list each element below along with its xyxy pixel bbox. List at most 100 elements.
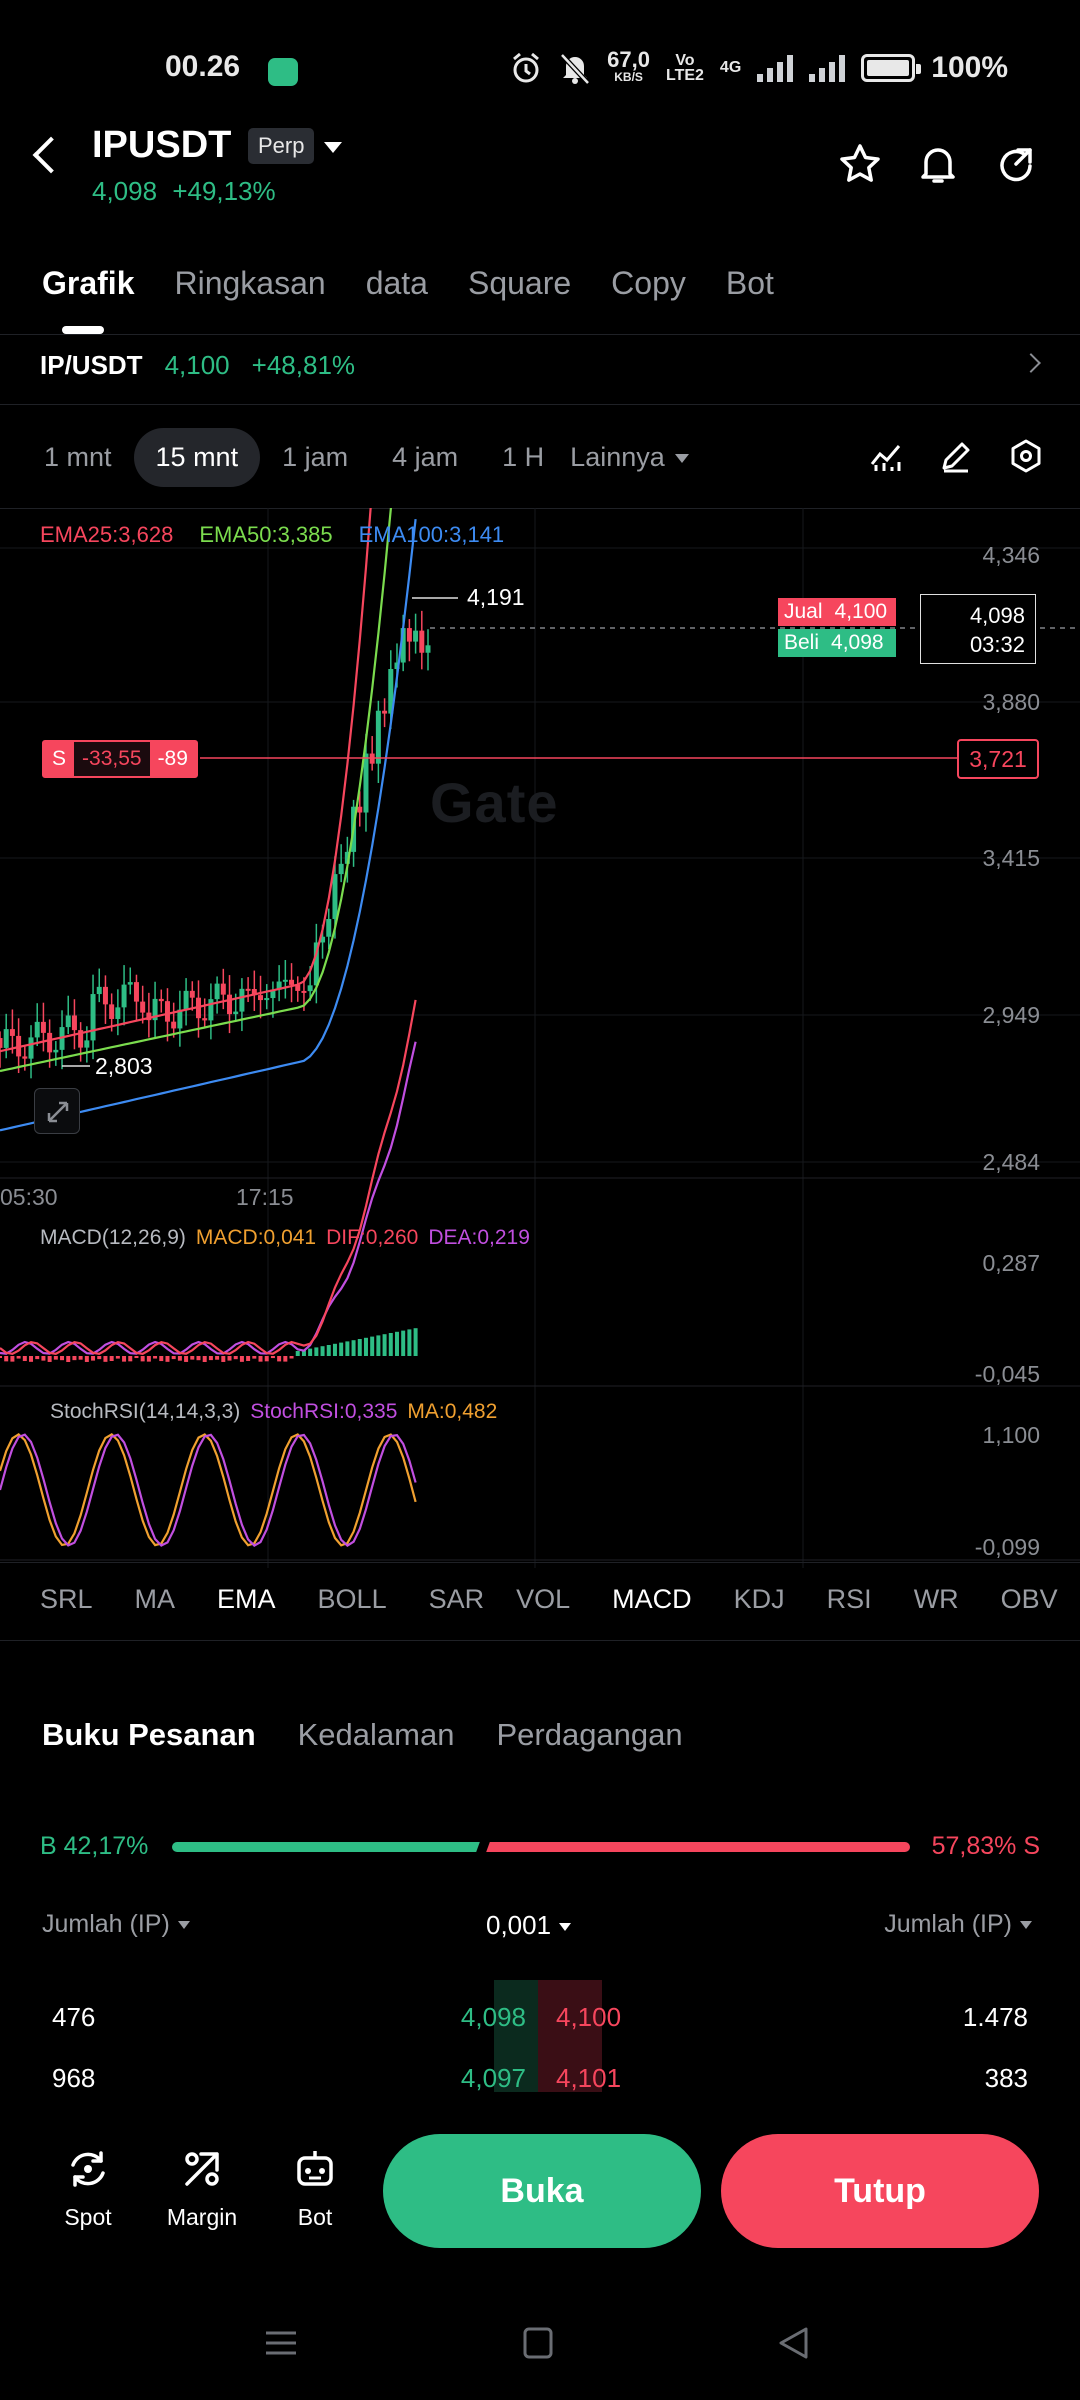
indicator-boll[interactable]: BOLL [317, 1584, 387, 1614]
network-type: 4G [719, 59, 742, 76]
active-tab-indicator [62, 326, 104, 334]
buy-price-tag: Beli 4,098 [778, 629, 896, 657]
stochrsi-legend: StochRSI(14,14,3,3) StochRSI:0,335 MA:0,… [50, 1400, 497, 1424]
candle-body [202, 1018, 208, 1021]
interval-selector: 1 mnt 15 mnt 1 jam 4 jam 1 H Lainnya [40, 428, 711, 487]
macd-histogram-bar [277, 1356, 282, 1362]
interval-4h[interactable]: 4 jam [392, 442, 459, 472]
candle-body [357, 806, 363, 813]
tab-copy[interactable]: Copy [611, 265, 686, 301]
indicator-ema[interactable]: EMA [217, 1584, 276, 1614]
candle-body [239, 988, 245, 1012]
position-tag[interactable]: S -33,55 -89 [42, 740, 198, 778]
macd-histogram-bar [22, 1356, 27, 1362]
price-alert-bell-icon[interactable] [914, 140, 962, 188]
indicator-vol[interactable]: VOL [516, 1584, 571, 1614]
ema50-legend: EMA50:3,385 [199, 522, 333, 547]
home-nav-icon[interactable] [522, 2325, 554, 2366]
symbol-dropdown-icon[interactable] [324, 142, 342, 153]
chart-tools [868, 438, 1044, 474]
candle-body [375, 710, 381, 764]
close-position-button[interactable]: Tutup [721, 2134, 1039, 2248]
macd-histogram-bar [153, 1356, 158, 1359]
indicator-sar[interactable]: SAR [428, 1584, 485, 1614]
tab-bot[interactable]: Bot [725, 265, 774, 301]
candle-body [177, 1009, 183, 1029]
orderbook-row[interactable]: 476 4,098 4,100 1.478 [0, 1988, 1080, 2048]
y-tick: 3,880 [982, 689, 1040, 715]
stochrsi-line [0, 1433, 417, 1547]
settings-hexagon-icon[interactable] [1008, 438, 1044, 474]
precision-selector[interactable]: 0,001 [486, 1910, 572, 1941]
margin-icon [179, 2146, 225, 2192]
tab-depth[interactable]: Kedalaman [297, 1717, 455, 1752]
tab-grafik[interactable]: Grafik [42, 265, 135, 301]
macd-histogram-bar [413, 1328, 418, 1356]
tab-order-book[interactable]: Buku Pesanan [42, 1717, 256, 1752]
tab-trades[interactable]: Perdagangan [496, 1717, 683, 1752]
tab-data[interactable]: data [365, 265, 428, 301]
price-chart[interactable] [0, 508, 1080, 1578]
tab-ringkasan[interactable]: Ringkasan [174, 265, 326, 301]
candle-body [419, 630, 425, 653]
bid-qty-header[interactable]: Jumlah (IP) [42, 1910, 190, 1939]
macd-legend: MACD(12,26,9) MACD:0,041 DIF:0,260 DEA:0… [40, 1226, 530, 1250]
macd-histogram-bar [16, 1356, 21, 1359]
indicator-wr[interactable]: WR [913, 1584, 959, 1614]
divider [0, 1640, 1080, 1641]
candle-body [220, 983, 226, 995]
x-tick: 05:30 [0, 1184, 58, 1210]
orderbook-row[interactable]: 968 4,097 4,101 383 [0, 2049, 1080, 2109]
macd-dea-line [0, 1041, 417, 1355]
margin-nav-button[interactable]: Margin [152, 2146, 252, 2231]
candle-body [22, 1056, 28, 1059]
ask-qty-header[interactable]: Jumlah (IP) [884, 1910, 1032, 1939]
indicator-rsi[interactable]: RSI [826, 1584, 872, 1614]
open-position-button[interactable]: Buka [383, 2134, 701, 2248]
macd-histogram-bar [252, 1356, 257, 1359]
divider [0, 404, 1080, 405]
candle-countdown: 03:32 [969, 632, 1025, 657]
stochrsi-ma-line [0, 1433, 417, 1547]
perp-badge[interactable]: Perp [248, 128, 315, 164]
candle-body [413, 630, 419, 642]
indicator-ma[interactable]: MA [134, 1584, 176, 1614]
position-qty: -89 [149, 742, 196, 776]
share-icon[interactable] [992, 140, 1040, 188]
spot-ticker-row[interactable]: IP/USDT 4,100 +48,81% [40, 350, 355, 381]
indicator-kdj[interactable]: KDJ [733, 1584, 785, 1614]
interval-1m[interactable]: 1 mnt [44, 442, 112, 472]
spot-nav-button[interactable]: Spot [38, 2146, 138, 2231]
interval-15m[interactable]: 15 mnt [133, 428, 261, 487]
volte-indicator: Vo LTE2 [665, 51, 704, 84]
indicator-srl[interactable]: SRL [40, 1584, 93, 1614]
current-price-box: 4,098 03:32 [920, 594, 1036, 664]
indicator-obv[interactable]: OBV [1000, 1584, 1058, 1614]
favorite-star-icon[interactable] [836, 140, 884, 188]
macd-histogram-bar [289, 1356, 294, 1359]
candle-body [301, 990, 307, 993]
fullscreen-expand-icon[interactable] [34, 1088, 80, 1134]
sell-label: Jual [784, 600, 823, 623]
indicator-icon[interactable] [868, 438, 904, 474]
interval-1h[interactable]: 1 jam [282, 442, 349, 472]
back-icon[interactable] [32, 136, 70, 174]
indicator-macd[interactable]: MACD [612, 1584, 692, 1614]
bid-depth-bar [494, 1980, 538, 2092]
buy-ratio: B 42,17% [40, 1832, 149, 1860]
chevron-right-icon[interactable] [1021, 353, 1041, 373]
interval-1d[interactable]: 1 H [502, 442, 545, 472]
draw-pencil-icon[interactable] [938, 438, 974, 474]
interval-more[interactable]: Lainnya [566, 428, 711, 487]
symbol-title[interactable]: IPUSDT [92, 124, 232, 166]
candle-body [289, 979, 295, 985]
back-nav-icon[interactable] [776, 2325, 810, 2366]
battery-saver-icon [268, 58, 298, 86]
candle-body [264, 998, 270, 1001]
macd-histogram-bar [326, 1345, 331, 1356]
candle-body [102, 986, 108, 1005]
bot-nav-button[interactable]: Bot [265, 2146, 365, 2231]
macd-dif: DIF:0,260 [326, 1226, 419, 1249]
recents-nav-icon[interactable] [263, 2325, 299, 2366]
tab-square[interactable]: Square [467, 265, 572, 301]
